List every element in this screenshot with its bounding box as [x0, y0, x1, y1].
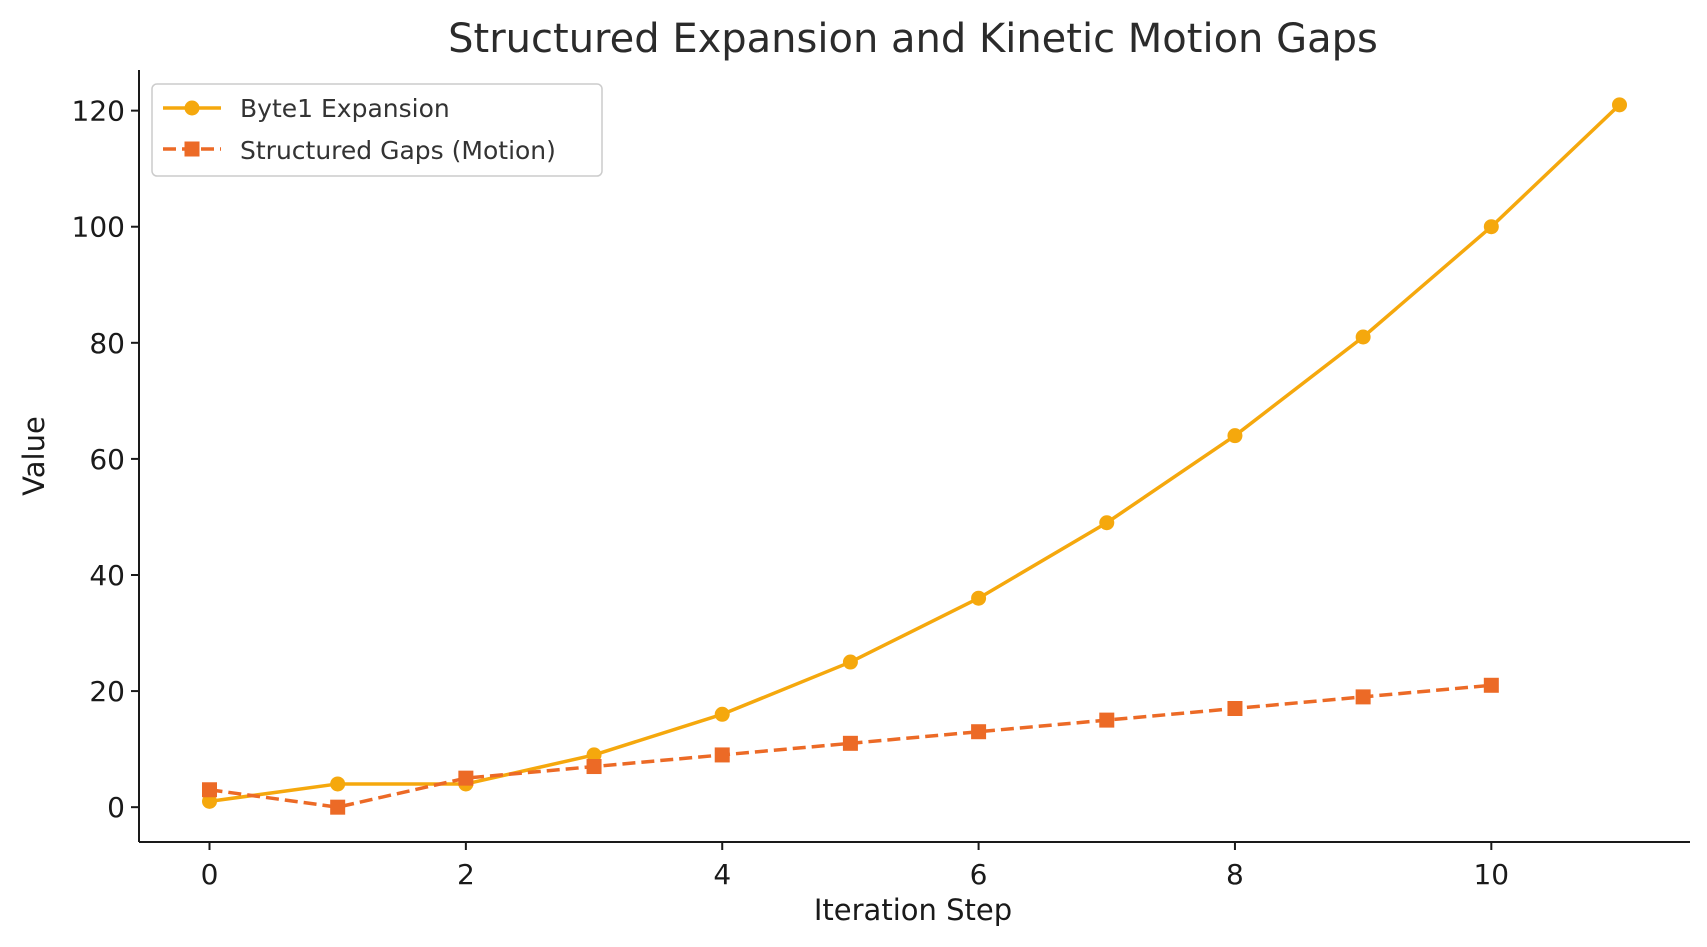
data-point-byte1-expansion [586, 747, 602, 763]
legend-swatch-marker [184, 141, 200, 157]
series-structured-gaps [202, 677, 1499, 815]
y-tick-label: 80 [89, 327, 125, 360]
data-point-structured-gaps [714, 747, 730, 763]
data-point-structured-gaps [458, 770, 474, 786]
y-tick-label: 20 [89, 675, 125, 708]
y-tick-label: 120 [72, 95, 125, 128]
data-point-structured-gaps [1355, 689, 1371, 705]
data-point-structured-gaps [1227, 700, 1243, 716]
x-tick-label: 10 [1473, 858, 1509, 891]
legend-swatch-byte1-expansion [163, 100, 221, 116]
legend: Byte1 Expansion Structured Gaps (Motion) [151, 83, 603, 177]
data-point-structured-gaps [842, 735, 858, 751]
data-point-byte1-expansion [971, 590, 987, 606]
axes [138, 70, 1690, 843]
x-tick-label: 8 [1226, 858, 1244, 891]
data-point-byte1-expansion [202, 793, 217, 809]
data-point-byte1-expansion [1227, 428, 1243, 444]
y-tick-label: 60 [89, 443, 125, 476]
data-point-byte1-expansion [1612, 97, 1627, 113]
data-point-structured-gaps [330, 799, 346, 815]
x-axis-label: Iteration Step [814, 893, 1012, 927]
series-line-byte1-expansion [209, 103, 1621, 804]
y-tick-label: 100 [72, 211, 125, 244]
data-point-byte1-expansion [1355, 329, 1371, 345]
data-point-byte1-expansion [1099, 515, 1115, 531]
x-tick-label: 4 [713, 858, 731, 891]
series-byte1-expansion [202, 97, 1627, 809]
legend-swatch-marker [184, 100, 200, 116]
data-point-byte1-expansion [330, 776, 346, 792]
y-tick-label: 40 [89, 559, 125, 592]
y-ticks: 0 20 40 60 80 100 120 [72, 95, 139, 824]
legend-label-structured-gaps: Structured Gaps (Motion) [240, 136, 556, 165]
legend-label-byte1-expansion: Byte1 Expansion [240, 94, 450, 123]
data-point-structured-gaps [586, 759, 602, 775]
x-ticks: 0 2 4 6 8 10 [201, 842, 1509, 891]
legend-entry-byte1-expansion: Byte1 Expansion [163, 94, 450, 123]
data-point-structured-gaps [202, 782, 217, 798]
data-point-byte1-expansion [1483, 219, 1499, 235]
y-axis-label: Value [17, 416, 51, 496]
chart-title: Structured Expansion and Kinetic Motion … [448, 16, 1378, 62]
y-tick-label: 0 [107, 791, 125, 824]
data-point-byte1-expansion [842, 654, 858, 670]
x-tick-label: 6 [970, 858, 988, 891]
series-layer [202, 97, 1627, 815]
x-tick-label: 2 [457, 858, 475, 891]
legend-swatch-structured-gaps [163, 141, 221, 157]
x-tick-label: 0 [201, 858, 219, 891]
legend-box [151, 83, 603, 177]
data-point-structured-gaps [1099, 712, 1115, 728]
data-point-structured-gaps [971, 724, 987, 740]
legend-entry-structured-gaps: Structured Gaps (Motion) [163, 136, 556, 165]
data-point-byte1-expansion [714, 706, 730, 722]
data-point-structured-gaps [1483, 677, 1499, 693]
